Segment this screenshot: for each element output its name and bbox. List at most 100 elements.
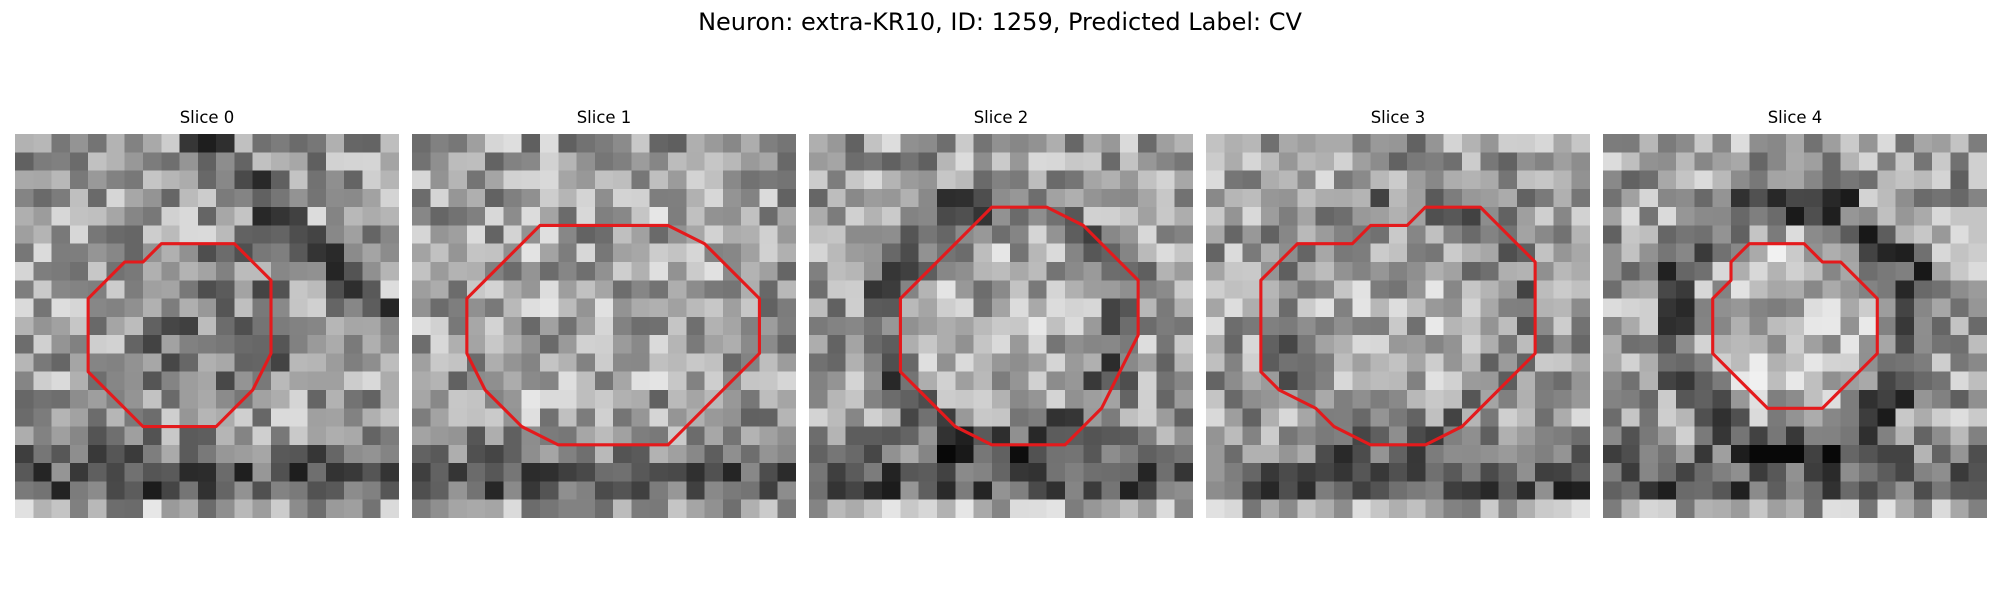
pixel: [325, 316, 345, 336]
pixel: [594, 335, 614, 354]
pixel: [252, 152, 272, 171]
pixel: [631, 335, 651, 354]
pixel: [845, 134, 865, 153]
pixel: [69, 426, 89, 446]
pixel: [863, 152, 883, 171]
pixel: [1083, 481, 1102, 501]
pixel: [1968, 134, 1987, 153]
pixel: [973, 371, 993, 391]
pixel: [1407, 426, 1426, 446]
pixel: [1621, 152, 1640, 171]
pixel: [827, 353, 846, 373]
pixel: [362, 262, 382, 281]
pixel: [1553, 170, 1573, 190]
pixel: [430, 134, 449, 153]
pixel: [106, 298, 126, 318]
pixel: [1101, 408, 1121, 427]
pixel: [1767, 243, 1787, 263]
pixel: [234, 207, 254, 226]
pixel: [1101, 280, 1121, 299]
pixel: [1968, 170, 1987, 190]
pixel: [1388, 371, 1408, 391]
pixel: [1913, 481, 1933, 501]
pixel: [1694, 499, 1714, 518]
pixel: [722, 170, 742, 190]
pixel: [1603, 262, 1622, 281]
pixel: [1010, 499, 1029, 518]
pixel: [1065, 188, 1084, 208]
pixel: [1877, 280, 1896, 299]
pixel: [1174, 298, 1193, 318]
pixel: [1156, 390, 1176, 409]
pixel: [540, 225, 559, 245]
pixel: [1516, 426, 1536, 446]
pixel: [1156, 170, 1176, 190]
pixel: [1657, 353, 1677, 373]
pixel: [1388, 463, 1408, 482]
pixel: [1174, 280, 1193, 299]
pixel: [271, 408, 290, 427]
pixel: [1279, 444, 1298, 464]
pixel: [1932, 499, 1951, 518]
pixel: [1657, 481, 1677, 501]
pixel: [649, 170, 669, 190]
pixel: [1315, 225, 1335, 245]
pixel: [845, 499, 865, 518]
pixel: [1352, 207, 1371, 226]
pixel: [722, 188, 742, 208]
pixel: [863, 426, 883, 446]
pixel: [1603, 390, 1622, 409]
pixel: [1224, 170, 1243, 190]
pixel: [1315, 170, 1335, 190]
pixel: [1388, 280, 1408, 299]
pixel: [1535, 298, 1554, 318]
pixel: [179, 408, 199, 427]
pixel: [69, 298, 89, 318]
pixel: [1224, 225, 1243, 245]
pixel: [1516, 170, 1536, 190]
pixel: [1895, 481, 1915, 501]
pixel: [430, 188, 449, 208]
pixel: [1242, 170, 1262, 190]
pixel: [1804, 426, 1823, 446]
pixel: [1895, 353, 1915, 373]
pixel: [1370, 426, 1390, 446]
pixel: [1101, 426, 1121, 446]
pixel: [234, 316, 254, 336]
pixel: [88, 243, 107, 263]
pixel: [704, 170, 724, 190]
pixel: [33, 481, 52, 501]
pixel: [15, 353, 34, 373]
pixel: [1639, 408, 1659, 427]
pixel: [412, 390, 431, 409]
pixel: [704, 499, 724, 518]
pixel: [1156, 262, 1176, 281]
pixel: [576, 152, 596, 171]
pixel: [540, 207, 559, 226]
pixel: [576, 463, 596, 482]
pixel: [1859, 225, 1878, 245]
pixel: [1553, 499, 1573, 518]
pixel: [1028, 207, 1048, 226]
pixel: [1553, 444, 1573, 464]
pixel: [503, 426, 523, 446]
pixel: [1206, 207, 1225, 226]
pixel: [485, 353, 504, 373]
pixel: [704, 207, 724, 226]
pixel: [900, 298, 920, 318]
pixel: [1083, 134, 1102, 153]
pixel: [668, 353, 687, 373]
pixel: [686, 426, 705, 446]
pixel: [1334, 152, 1353, 171]
pixel: [1462, 134, 1481, 153]
pixel: [1840, 408, 1860, 427]
pixel: [1516, 371, 1536, 391]
pixel: [1101, 353, 1121, 373]
pixel: [1731, 335, 1750, 354]
pixel: [1553, 481, 1573, 501]
pixel: [1498, 298, 1518, 318]
pixel: [448, 152, 468, 171]
pixel: [882, 444, 901, 464]
pixel: [1731, 262, 1750, 281]
pixel: [1913, 152, 1933, 171]
